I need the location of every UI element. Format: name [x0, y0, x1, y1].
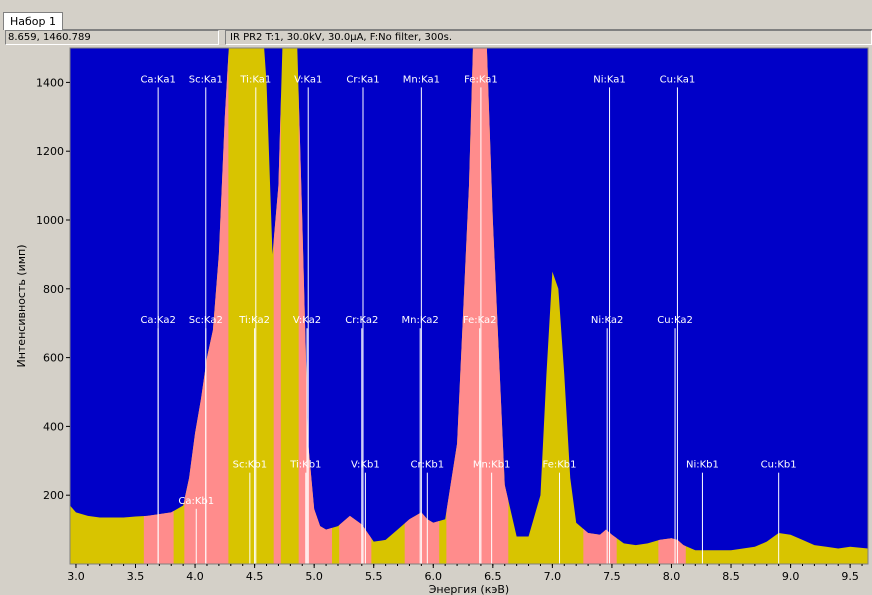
x-tick-label: 9.5	[841, 570, 859, 583]
x-tick-label: 6.0	[425, 570, 443, 583]
cursor-coordinates: 8.659, 1460.789	[5, 30, 219, 45]
line-marker-label: Fe:Ka1	[464, 74, 498, 85]
line-marker-label: Sc:Ka1	[189, 74, 223, 85]
tab-divider	[63, 29, 872, 30]
x-tick-label: 7.5	[603, 570, 621, 583]
x-axis-label: Энергия (кэВ)	[429, 583, 509, 595]
x-tick-label: 6.5	[484, 570, 502, 583]
line-marker-label: Cu:Kb1	[761, 460, 797, 471]
y-tick-label: 800	[43, 283, 64, 296]
line-marker-label: Sc:Kb1	[233, 460, 267, 471]
y-axis-label: Интенсивность (имп)	[15, 244, 28, 367]
y-tick-label: 200	[43, 489, 64, 502]
line-marker-label: Fe:Kb1	[543, 460, 577, 471]
line-marker-label: Cr:Kb1	[411, 460, 445, 471]
y-tick-label: 600	[43, 352, 64, 365]
line-marker-label: Ti:Ka2	[238, 315, 270, 326]
line-marker-label: V:Kb1	[351, 460, 380, 471]
line-marker-label: Fe:Ka2	[463, 315, 497, 326]
roi-region	[273, 48, 281, 564]
line-marker-label: Ni:Ka2	[591, 315, 624, 326]
tab-set-1[interactable]: Набор 1	[3, 12, 63, 30]
line-marker-label: V:Ka2	[293, 315, 321, 326]
x-tick-label: 3.5	[127, 570, 145, 583]
line-marker-label: Ca:Kb1	[178, 496, 214, 507]
x-tick-label: 7.0	[544, 570, 562, 583]
line-marker-label: Ti:Ka1	[239, 74, 271, 85]
x-tick-label: 5.0	[305, 570, 323, 583]
line-marker-label: Cu:Ka1	[660, 74, 696, 85]
x-tick-label: 3.0	[67, 570, 85, 583]
x-tick-label: 8.0	[663, 570, 681, 583]
line-marker-label: Ca:Ka2	[140, 315, 175, 326]
y-tick-label: 1000	[36, 214, 64, 227]
line-marker-label: Mn:Ka1	[403, 74, 440, 85]
line-marker-label: Cr:Ka1	[346, 74, 379, 85]
x-tick-label: 5.5	[365, 570, 383, 583]
line-marker-label: Ca:Ka1	[140, 74, 175, 85]
x-tick-label: 4.0	[186, 570, 204, 583]
tab-bar: Набор 1	[0, 0, 872, 30]
line-marker-label: Ti:Kb1	[289, 460, 321, 471]
line-marker-label: Mn:Ka2	[402, 315, 439, 326]
line-marker-label: V:Ka1	[294, 74, 322, 85]
y-tick-label: 1400	[36, 76, 64, 89]
line-marker-label: Cr:Ka2	[345, 315, 378, 326]
line-marker-label: Cu:Ka2	[657, 315, 693, 326]
line-marker-label: Ni:Kb1	[686, 460, 719, 471]
x-tick-label: 8.5	[722, 570, 740, 583]
x-tick-label: 9.0	[782, 570, 800, 583]
line-marker-label: Sc:Ka2	[189, 315, 223, 326]
y-tick-label: 400	[43, 420, 64, 433]
y-tick-label: 1200	[36, 145, 64, 158]
status-bar: 8.659, 1460.789 IR PR2 T:1, 30.0kV, 30.0…	[0, 30, 872, 45]
line-marker-label: Mn:Kb1	[473, 460, 511, 471]
x-tick-label: 4.5	[246, 570, 264, 583]
spectrum-chart[interactable]: Ca:Ka1 Sc:Ka1 Ti:Ka1 V:Ka1 Cr:Ka1 Mn:Ka1 Fe:Ka…	[0, 44, 872, 595]
line-marker-label: Ni:Ka1	[593, 74, 626, 85]
instrument-settings: IR PR2 T:1, 30.0kV, 30.0µA, F:No filter,…	[225, 30, 872, 45]
